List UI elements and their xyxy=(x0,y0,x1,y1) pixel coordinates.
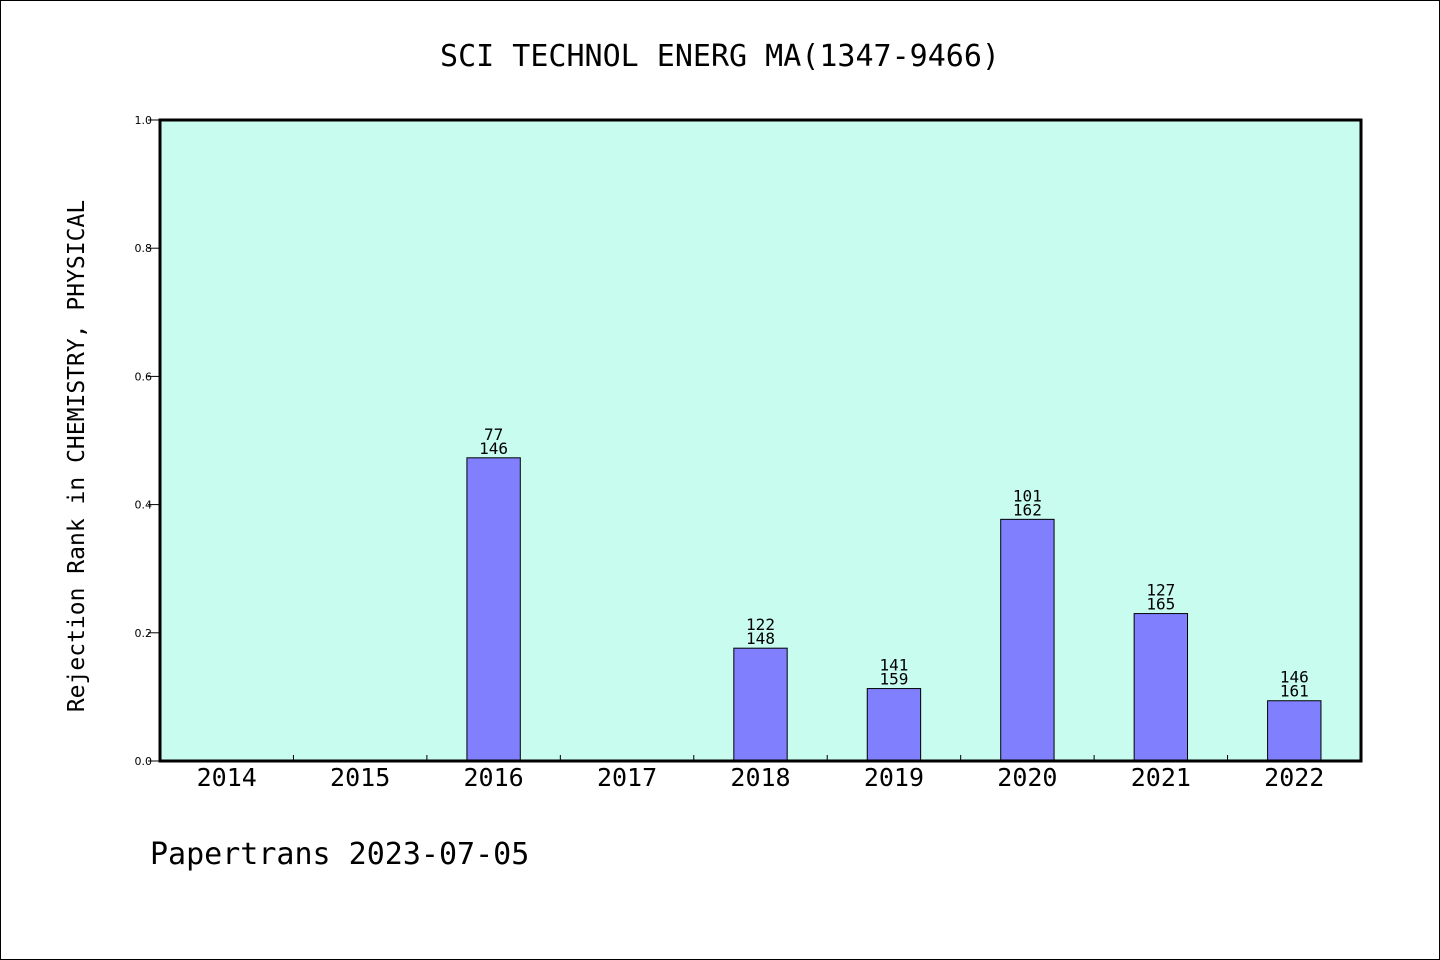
x-tick-label: 2021 xyxy=(1131,763,1191,792)
y-tick-label: 0.0 xyxy=(135,755,153,768)
y-axis: 0.0 0.2 0.4 0.6 0.8 1.0 xyxy=(135,114,160,768)
bar-label-total: 159 xyxy=(879,670,908,689)
y-tick-label: 0.6 xyxy=(135,370,153,383)
x-tick-label: 2016 xyxy=(464,763,524,792)
bar-2018 xyxy=(733,647,788,762)
bar-label-rank: 127 xyxy=(1146,581,1175,600)
bar-2020 xyxy=(1000,518,1055,762)
chart-title: SCI TECHNOL ENERG MA(1347-9466) xyxy=(440,39,1000,74)
y-tick-label: 0.4 xyxy=(135,499,153,512)
bar-label-total: 162 xyxy=(1013,500,1042,519)
bar-2016 xyxy=(466,457,521,762)
bar-2021 xyxy=(1133,613,1189,762)
bar-label-rank: 122 xyxy=(746,615,775,634)
y-axis-label: Rejection Rank in CHEMISTRY, PHYSICAL xyxy=(64,200,90,712)
x-tick-label: 2020 xyxy=(997,763,1057,792)
bar-label-total: 148 xyxy=(746,629,775,648)
bar-label-rank: 77 xyxy=(484,425,503,444)
x-tick-label: 2022 xyxy=(1264,763,1324,792)
bar-label-total: 161 xyxy=(1280,682,1309,701)
x-tick-label: 2015 xyxy=(330,763,390,792)
bar-label-rank: 101 xyxy=(1013,486,1042,505)
x-axis: 2014 2015 2016 2017 2018 2019 2020 2021 2022 xyxy=(197,755,1324,792)
bar-label-total: 146 xyxy=(479,439,508,458)
y-tick-label: 0.2 xyxy=(135,627,153,640)
bar-label-rank: 141 xyxy=(879,656,908,675)
y-tick-label: 1.0 xyxy=(135,114,153,127)
x-tick-label: 2019 xyxy=(864,763,924,792)
bar-2019 xyxy=(866,688,922,762)
bar-label-rank: 146 xyxy=(1280,668,1309,687)
x-tick-label: 2018 xyxy=(730,763,790,792)
footer-text: Papertrans 2023-07-05 xyxy=(150,837,529,872)
x-tick-label: 2017 xyxy=(597,763,657,792)
bar-2022 xyxy=(1267,700,1322,762)
bars-group xyxy=(466,457,1322,762)
bar-label-total: 165 xyxy=(1146,595,1175,614)
plot-frame xyxy=(158,118,1363,763)
y-tick-label: 0.8 xyxy=(135,242,153,255)
x-tick-label: 2014 xyxy=(197,763,257,792)
